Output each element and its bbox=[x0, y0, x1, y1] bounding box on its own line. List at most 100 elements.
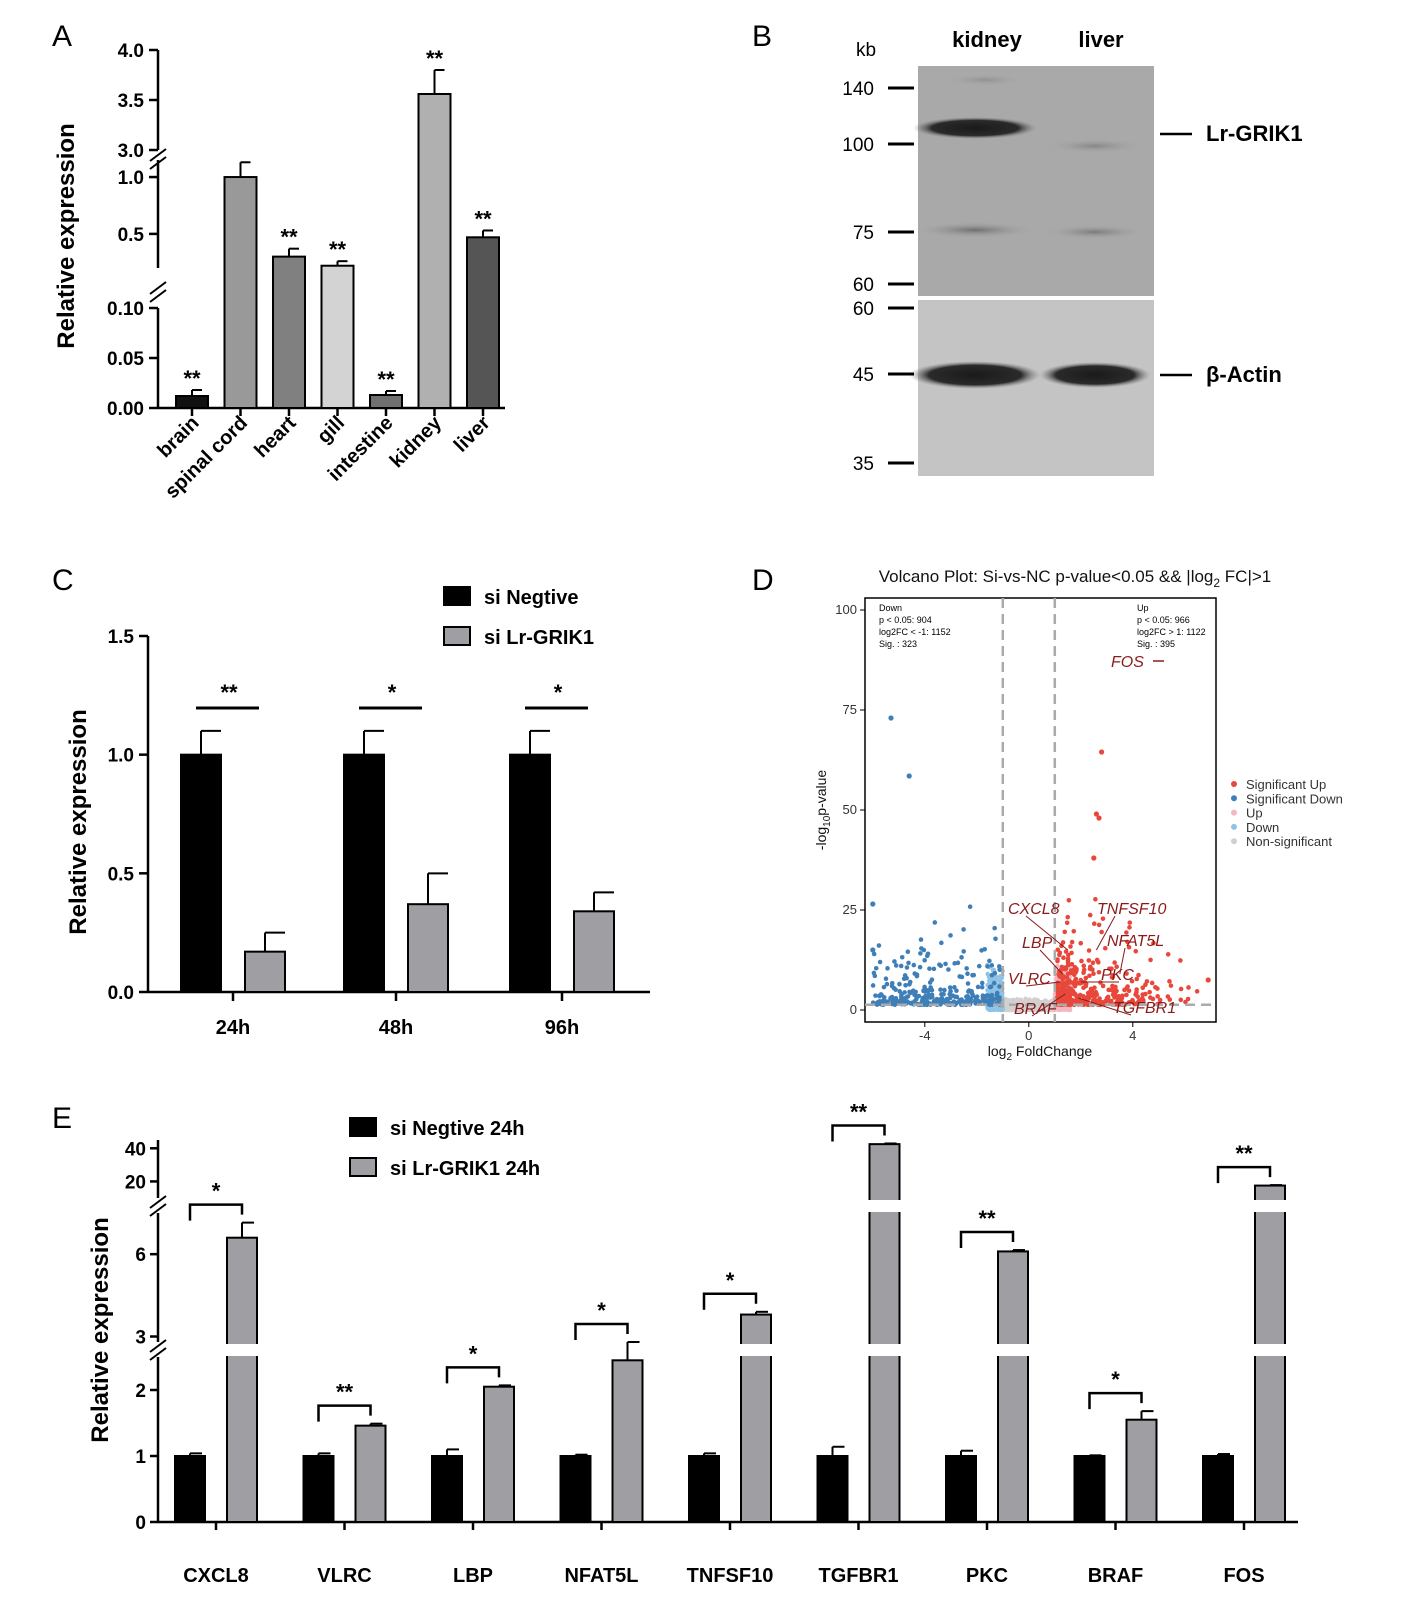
volcano-down-info: log2FC < -1: 1152 bbox=[879, 627, 951, 637]
volcano-point bbox=[1134, 976, 1140, 982]
volcano-point bbox=[954, 988, 959, 994]
volcano-point bbox=[1016, 1005, 1021, 1010]
volcano-legend-dot bbox=[1231, 823, 1237, 830]
volcano-gene-pointer bbox=[1031, 993, 1066, 1017]
blot-marker-label: 60 bbox=[853, 299, 874, 320]
panel-e-ytick-label: 3 bbox=[135, 1328, 146, 1349]
volcano-point bbox=[1065, 987, 1071, 993]
panel-e-sig-bracket bbox=[188, 1203, 244, 1221]
panel-a-ytick-label: 0.10 bbox=[107, 299, 144, 320]
volcano-point bbox=[889, 980, 895, 986]
volcano-point bbox=[1167, 997, 1173, 1002]
volcano-point bbox=[918, 951, 923, 956]
band-top-smear bbox=[945, 74, 1025, 86]
volcano-point bbox=[1066, 897, 1072, 903]
volcano-point bbox=[973, 1001, 978, 1006]
panel-e-category-label: TGFBR1 bbox=[819, 1565, 899, 1587]
volcano-point bbox=[951, 999, 957, 1005]
volcano-point bbox=[1140, 995, 1145, 1001]
volcano-point bbox=[1091, 971, 1096, 977]
volcano-point bbox=[881, 995, 887, 1000]
panel-e-significance: * bbox=[469, 1341, 478, 1366]
volcano-gene-pointer bbox=[1025, 981, 1061, 987]
volcano-point bbox=[1062, 966, 1068, 972]
panel-a-significance: ** bbox=[474, 206, 492, 231]
band-grik1-kidney bbox=[913, 117, 1037, 139]
volcano-point bbox=[1149, 980, 1155, 986]
volcano-gene-label: TGFBR1 bbox=[1113, 1000, 1176, 1017]
panel-e-ytick-label: 0 bbox=[135, 1513, 146, 1534]
volcano-point bbox=[1091, 921, 1097, 927]
axis-break-mark bbox=[149, 281, 167, 295]
volcano-point bbox=[1093, 993, 1098, 999]
volcano-point bbox=[994, 992, 1000, 998]
volcano-point bbox=[1094, 957, 1100, 963]
panel-c-bar bbox=[343, 753, 385, 994]
volcano-legend-dot bbox=[1231, 809, 1237, 816]
panel-e-ytick-label: 40 bbox=[125, 1139, 146, 1160]
panel-e-category-label: VLRC bbox=[317, 1565, 371, 1587]
volcano-point bbox=[916, 993, 922, 999]
volcano-point bbox=[1104, 998, 1109, 1004]
panel-e-bar bbox=[483, 1385, 515, 1523]
volcano-point bbox=[959, 955, 964, 960]
band-75-liver bbox=[1045, 225, 1145, 239]
panel-e-category-label: CXCL8 bbox=[183, 1565, 249, 1587]
volcano-point bbox=[1015, 999, 1021, 1004]
volcano-point bbox=[1078, 940, 1084, 946]
panel-a-category-label: heart bbox=[250, 412, 300, 462]
panel-e-bar bbox=[816, 1455, 849, 1523]
volcano-point bbox=[1058, 990, 1064, 995]
volcano-point bbox=[997, 967, 1002, 973]
volcano-point bbox=[1060, 976, 1065, 982]
volcano-point bbox=[1066, 1007, 1072, 1013]
volcano-highlight-point bbox=[1091, 855, 1097, 861]
panel-e-category-label: TNFSF10 bbox=[687, 1565, 774, 1587]
volcano-point bbox=[1007, 1005, 1013, 1011]
volcano-point bbox=[1088, 993, 1093, 999]
volcano-point bbox=[1102, 945, 1108, 951]
panel-a-category-label: kidney bbox=[386, 411, 447, 472]
volcano-legend-label: Non-significant bbox=[1246, 834, 1332, 849]
panel-a-ytick-label: 3.0 bbox=[118, 141, 144, 162]
panel-c: C Relative expression 0.00.51.01.5**24h*… bbox=[52, 564, 650, 1039]
volcano-point bbox=[924, 994, 930, 1000]
volcano-point bbox=[1119, 995, 1125, 1001]
volcano-point bbox=[1098, 980, 1103, 985]
volcano-point bbox=[929, 987, 935, 993]
panel-e-ytick-label: 2 bbox=[135, 1381, 146, 1402]
volcano-point bbox=[975, 984, 981, 990]
panel-e-bar bbox=[174, 1455, 206, 1523]
volcano-point bbox=[898, 998, 903, 1003]
blot-marker-label: 140 bbox=[842, 79, 874, 100]
volcano-point bbox=[1056, 986, 1062, 992]
panel-e-significance: ** bbox=[1235, 1141, 1253, 1166]
volcano-point bbox=[1083, 983, 1089, 989]
volcano-point bbox=[1110, 983, 1115, 989]
panel-a-ylabel: Relative expression bbox=[53, 123, 80, 348]
panel-a-ytick-label: 0.5 bbox=[118, 225, 145, 246]
volcano-point bbox=[917, 964, 923, 970]
band-actin-liver bbox=[1039, 362, 1151, 388]
panel-letter-b: B bbox=[752, 20, 772, 53]
panel-e-bar bbox=[1125, 1418, 1158, 1523]
volcano-point bbox=[904, 965, 910, 970]
volcano-point bbox=[1083, 975, 1089, 981]
volcano-point bbox=[948, 933, 953, 938]
volcano-point bbox=[1073, 976, 1078, 982]
panel-e-break-gap bbox=[170, 1344, 1290, 1356]
panel-a-significance: ** bbox=[377, 367, 395, 392]
volcano-point bbox=[1057, 1007, 1062, 1012]
volcano-point bbox=[872, 973, 878, 979]
panel-c-ytick-label: 1.5 bbox=[108, 627, 135, 648]
volcano-point bbox=[1114, 1002, 1120, 1007]
axis-break-mark bbox=[149, 148, 167, 162]
volcano-point bbox=[1122, 987, 1127, 993]
panel-e-bar bbox=[945, 1455, 977, 1523]
volcano-point bbox=[910, 988, 916, 994]
volcano-gene-pointer bbox=[1095, 915, 1116, 951]
volcano-point bbox=[877, 959, 883, 965]
volcano-point bbox=[1058, 970, 1063, 976]
volcano-xtick-label: -4 bbox=[919, 1028, 931, 1043]
volcano-point bbox=[907, 989, 912, 995]
